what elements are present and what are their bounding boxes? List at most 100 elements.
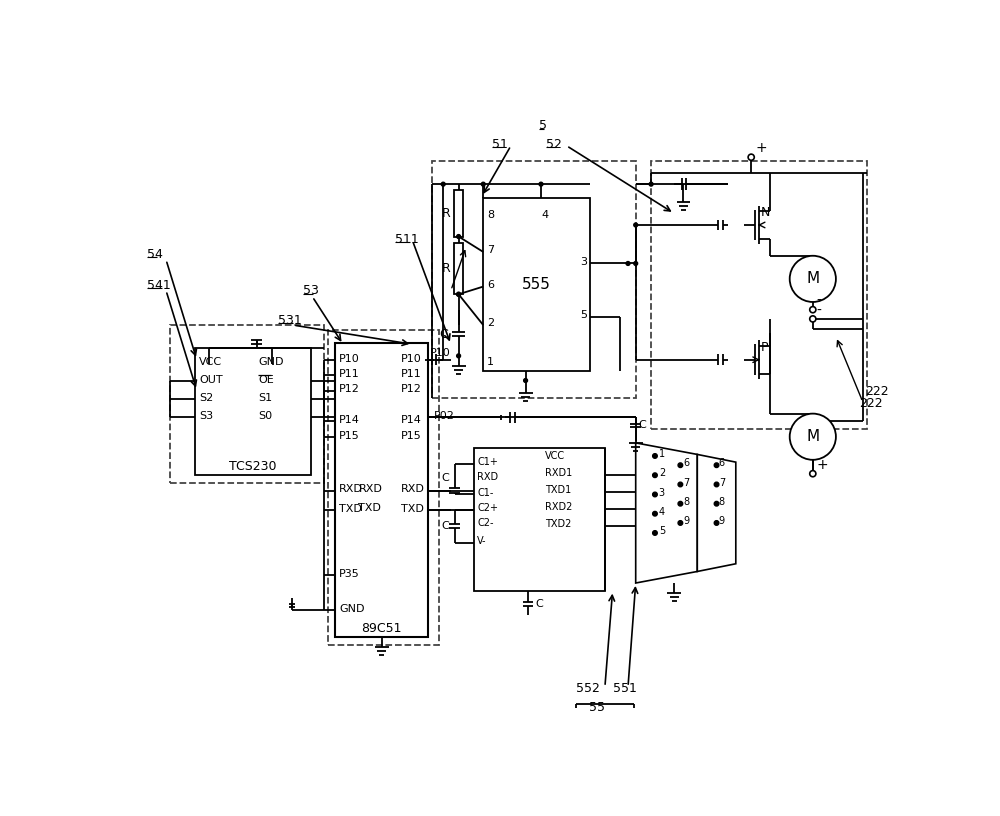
Text: M: M xyxy=(806,429,819,444)
Text: 541: 541 xyxy=(147,279,170,292)
Text: S1: S1 xyxy=(258,392,273,403)
Circle shape xyxy=(810,307,816,313)
Text: VCC: VCC xyxy=(199,357,222,367)
Text: 511: 511 xyxy=(395,233,419,246)
Text: 2: 2 xyxy=(487,318,494,328)
Text: 555: 555 xyxy=(522,277,551,292)
Text: C2-: C2- xyxy=(477,518,494,528)
Polygon shape xyxy=(636,443,697,583)
Text: TCS230: TCS230 xyxy=(229,460,277,473)
Text: 89C51: 89C51 xyxy=(361,622,402,635)
Text: TXD: TXD xyxy=(358,503,381,513)
Text: C: C xyxy=(536,599,543,609)
Circle shape xyxy=(653,473,657,477)
Circle shape xyxy=(634,223,638,227)
Text: 8: 8 xyxy=(683,497,690,507)
Circle shape xyxy=(457,354,461,357)
Circle shape xyxy=(634,262,638,265)
Circle shape xyxy=(457,292,461,296)
Text: -: - xyxy=(817,294,822,308)
Text: 8: 8 xyxy=(487,211,494,220)
Text: 5: 5 xyxy=(580,310,587,321)
Text: P10: P10 xyxy=(339,353,360,364)
Circle shape xyxy=(457,292,461,296)
Text: RXD: RXD xyxy=(339,485,363,494)
Bar xyxy=(432,161,636,398)
Text: 5: 5 xyxy=(659,526,665,536)
Text: RXD2: RXD2 xyxy=(545,502,572,512)
Text: 6: 6 xyxy=(487,280,494,290)
Text: 2: 2 xyxy=(659,468,665,478)
Circle shape xyxy=(678,521,683,526)
Text: 55: 55 xyxy=(589,701,605,714)
Circle shape xyxy=(678,482,683,487)
Text: GND: GND xyxy=(339,604,365,614)
Text: P15: P15 xyxy=(339,431,360,441)
Circle shape xyxy=(678,501,683,506)
Circle shape xyxy=(539,182,543,186)
Text: 9: 9 xyxy=(719,516,725,526)
Text: 531: 531 xyxy=(278,313,301,326)
Circle shape xyxy=(653,492,657,497)
Circle shape xyxy=(441,182,445,186)
Text: +: + xyxy=(817,458,828,472)
Text: P10: P10 xyxy=(401,353,422,364)
Text: TXD: TXD xyxy=(401,503,424,514)
Text: 1: 1 xyxy=(487,357,494,366)
Circle shape xyxy=(790,255,836,302)
Text: RXD: RXD xyxy=(477,472,498,482)
Bar xyxy=(195,348,311,475)
Text: -: - xyxy=(817,304,822,317)
Text: P14: P14 xyxy=(339,415,360,425)
Text: 4: 4 xyxy=(541,211,548,220)
Text: RXD: RXD xyxy=(401,485,425,494)
Circle shape xyxy=(678,463,683,468)
Text: C2+: C2+ xyxy=(477,503,498,513)
Circle shape xyxy=(810,316,816,322)
Text: P11: P11 xyxy=(339,369,360,379)
Circle shape xyxy=(457,234,461,238)
Text: S3: S3 xyxy=(199,410,213,420)
Circle shape xyxy=(748,154,754,160)
Text: S0: S0 xyxy=(258,410,273,420)
Text: 5: 5 xyxy=(539,119,547,132)
Text: 552: 552 xyxy=(576,681,600,694)
Text: 3: 3 xyxy=(659,487,665,498)
Text: 51: 51 xyxy=(492,138,508,151)
Text: 7: 7 xyxy=(487,245,494,255)
Text: P11: P11 xyxy=(401,369,422,379)
Circle shape xyxy=(481,182,485,186)
Text: 6: 6 xyxy=(719,459,725,468)
Text: C: C xyxy=(638,420,646,430)
Text: OUT: OUT xyxy=(199,375,223,385)
Text: VCC: VCC xyxy=(545,451,565,461)
Bar xyxy=(170,325,324,483)
Text: 1: 1 xyxy=(659,449,665,459)
Text: OE: OE xyxy=(258,375,274,385)
Text: 551: 551 xyxy=(613,681,636,694)
Text: P: P xyxy=(761,340,769,353)
Text: P12: P12 xyxy=(339,384,360,394)
Text: P10: P10 xyxy=(430,348,451,358)
Text: P02: P02 xyxy=(434,411,455,421)
Text: R: R xyxy=(442,262,450,275)
Text: C: C xyxy=(441,521,449,531)
Text: N: N xyxy=(761,206,771,219)
Circle shape xyxy=(653,454,657,459)
Bar xyxy=(335,343,428,637)
Text: C1+: C1+ xyxy=(477,457,498,467)
Text: TXD2: TXD2 xyxy=(545,519,571,529)
Text: 222: 222 xyxy=(865,385,889,398)
Text: 7: 7 xyxy=(719,477,725,487)
Circle shape xyxy=(714,463,719,468)
Text: GND: GND xyxy=(258,357,284,367)
Bar xyxy=(454,242,463,295)
Text: 7: 7 xyxy=(683,477,690,487)
Text: 4: 4 xyxy=(659,507,665,517)
Text: 3: 3 xyxy=(580,256,587,267)
Text: 52: 52 xyxy=(546,138,562,151)
Text: RXD: RXD xyxy=(358,484,382,494)
Bar xyxy=(328,330,439,645)
Text: V-: V- xyxy=(477,536,487,546)
Text: R: R xyxy=(442,207,450,220)
